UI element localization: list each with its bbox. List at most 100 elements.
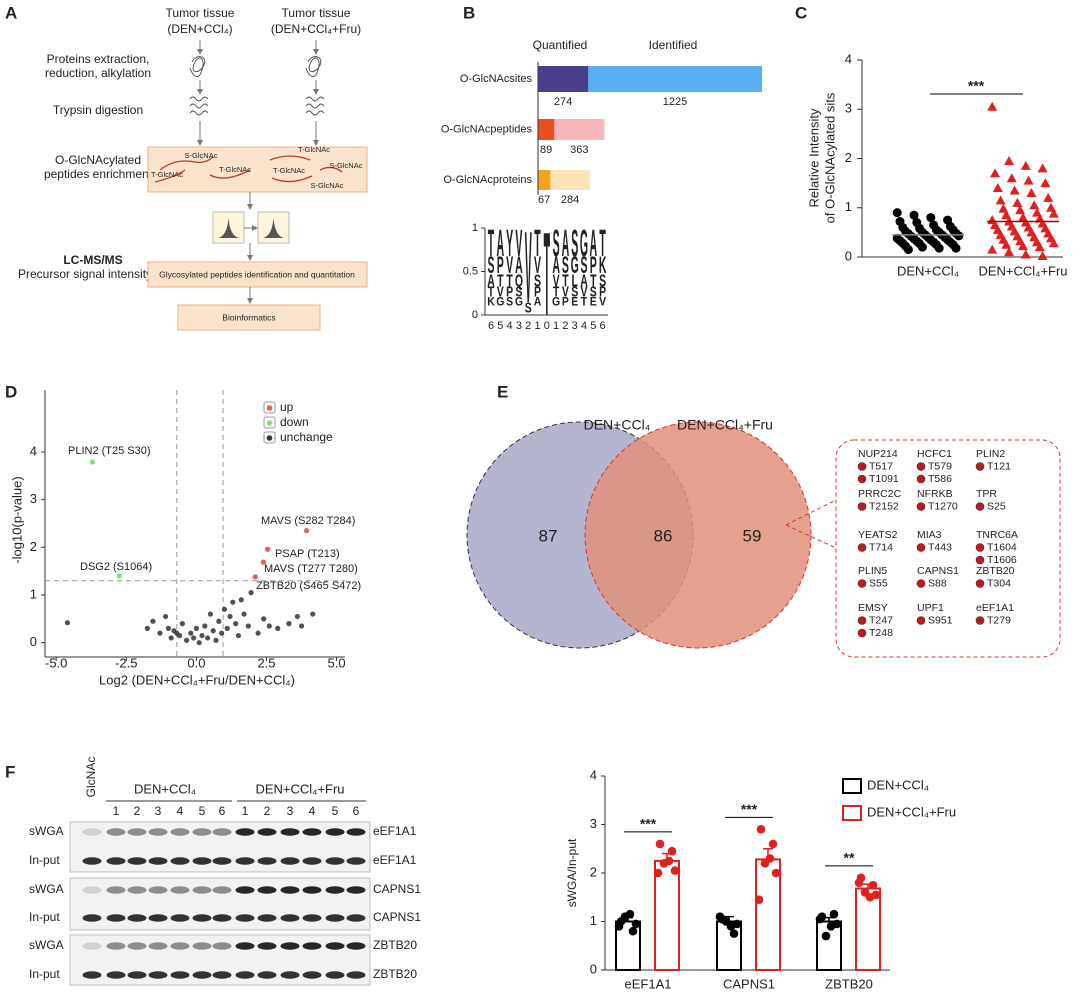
data-point [1043,192,1054,202]
x-tick-label: 2 [562,320,568,332]
logo-letter: S [553,222,560,264]
x-tick-label: ZBTB20 [825,976,873,991]
data-point [995,195,1006,205]
blot-band [170,971,190,979]
blot-band [235,914,255,922]
bar [716,920,742,971]
x-tick-label: 5 [590,320,596,332]
data-point [756,825,766,834]
blot-band [127,914,147,922]
logo-letter: P [534,284,541,300]
peptide-icon [305,96,325,102]
protein-label: MIA3 [917,529,942,541]
peptide-curve [159,156,214,171]
blot-band [106,942,126,950]
logo-letter: P [497,251,504,278]
set-label: DEN+CCl₄+Fru [677,417,773,433]
step-label: peptides enrichment [44,167,153,181]
logo-letter: S [506,296,513,309]
blot-band [212,828,232,836]
site-dot [975,543,985,552]
blot-band [346,857,366,865]
venn-count: 87 [539,526,558,545]
blot-band [212,886,232,894]
logo-letter: S [590,284,597,300]
logo-letter: V [515,222,522,264]
blot-band [325,914,345,922]
logo-letter: V [525,212,532,325]
data-point [261,616,267,622]
logo-letter: S [515,284,522,300]
blot-band [325,942,345,950]
bar [538,119,555,140]
logo-letter: S [580,251,587,278]
logo-letter: A [497,222,505,264]
blot-band [280,886,300,894]
x-tick-label: 6 [600,320,606,332]
data-point [221,606,228,612]
logo-letter: P [562,296,569,309]
peptide-curve [154,169,186,183]
step-box [147,261,368,288]
logo-letter: S [562,251,569,278]
y-tick-label: 1 [472,222,478,234]
data-point [144,625,150,631]
site-dot [916,616,926,625]
blot-band [235,857,255,865]
x-tick-label: 4 [581,320,587,332]
y-axis-label: of O-GlcNAcylated sits [822,92,837,223]
blot-band [257,914,277,922]
venn-circle [584,421,812,649]
bar [538,170,551,190]
logo-letter: A [580,272,588,292]
x-tick-label: 2 [525,320,531,332]
lane-number: 3 [287,804,294,818]
data-point [815,914,825,924]
lane-label: GlcNAc [84,757,98,798]
glycan-label: T-GlcNAc [273,166,305,175]
logo-letter: A [562,222,570,264]
data-point [655,839,665,849]
ms-label: Precursor signal intensity [18,267,152,281]
legend-marker [266,420,273,426]
value-label: 67 [538,194,550,206]
point-label: ZBTB20 (S465 S472) [256,580,361,592]
point-label: DSG2 (S1064) [80,561,152,573]
point-label: MAVS (S282 T284) [261,515,355,527]
blot-band [148,942,168,950]
blot-band [302,828,322,836]
data-point [265,546,271,552]
lane-number: 2 [134,804,141,818]
blot-band [257,857,277,865]
data-point [1015,205,1026,215]
blot-band [325,857,345,865]
blot-band [280,971,300,979]
protein-label: ZBTB20 [373,938,417,952]
logo-letter: G [571,251,579,278]
y-tick-label: 3 [590,816,597,831]
panel-label: C [795,3,807,22]
x-tick-label: -2.5 [115,655,137,670]
blot-band [82,942,102,950]
logo-letter: V [506,251,513,278]
peptide-curve [271,175,313,183]
protein-label: TPR [976,488,997,500]
point-label: MAVS (T277 T280) [264,563,358,575]
significance-label: *** [640,816,657,832]
data-point [865,892,875,902]
data-point [726,922,736,931]
x-tick-label: 2.5 [257,655,275,670]
data-point [868,880,878,890]
site-label: S25 [987,500,1006,512]
group-label: DEN+CCl₄+Fru [255,781,344,796]
peptide-curve [209,169,251,179]
blot-band [280,857,300,865]
data-point [917,242,927,252]
x-tick-label: 5.0 [328,655,346,670]
probe-label: In-put [29,853,60,867]
data-point [116,573,122,579]
data-point [1009,185,1020,195]
blot-band [170,942,190,950]
data-point [1020,160,1031,170]
